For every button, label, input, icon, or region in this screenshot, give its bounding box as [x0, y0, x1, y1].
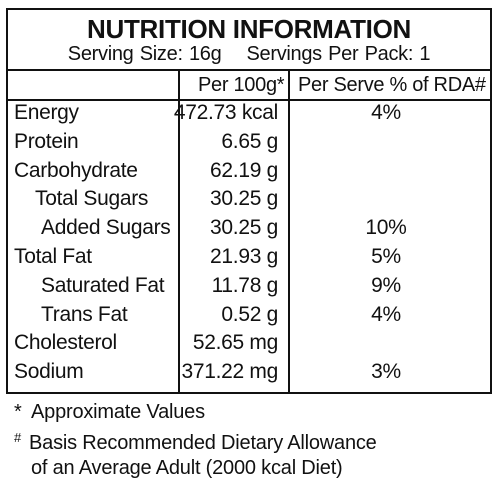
nutrient-value: 52.65 mg — [192, 331, 278, 355]
footnote-basis: # Basis Recommended Dietary Allowance — [14, 425, 377, 456]
nutrient-name: Protein — [14, 129, 79, 153]
nutrient-name: Sodium — [14, 360, 84, 384]
nutrient-value: 62.19 g — [210, 158, 278, 182]
nutrient-name: Total Sugars — [35, 187, 149, 211]
nutrient-rda: 9% — [371, 273, 401, 297]
table-row: Sodium 371.22 mg 3% — [8, 358, 490, 387]
nutrient-value: 6.65 g — [221, 129, 278, 153]
nutrient-value: 472.73 kcal — [173, 101, 278, 124]
nutrient-name: Total Fat — [14, 244, 92, 268]
footnote-approximate: * Approximate Values — [14, 400, 377, 425]
nutrient-name: Energy — [14, 101, 79, 124]
footnotes: * Approximate Values # Basis Recommended D… — [14, 400, 377, 481]
nutrient-rda: 4% — [371, 101, 401, 124]
nutrient-value: 30.25 g — [210, 216, 278, 240]
nutrient-value: 21.93 g — [210, 244, 278, 268]
nutrient-table: Energy 472.73 kcal 4% Protein 6.65 g Car… — [8, 99, 490, 387]
column-divider-2 — [288, 69, 290, 394]
table-row: Cholesterol 52.65 mg — [8, 329, 490, 358]
table-row: Saturated Fat 11.78 g 9% — [8, 272, 490, 301]
title-divider — [8, 69, 490, 71]
panel-title: NUTRITION INFORMATION — [87, 14, 411, 44]
hash-mark: # — [14, 430, 22, 445]
nutrient-name: Cholesterol — [14, 331, 117, 355]
header-divider — [8, 99, 490, 101]
footnote-basis-text-2: of an Average Adult (2000 kcal Diet) — [31, 457, 343, 479]
nutrient-name: Saturated Fat — [41, 273, 165, 297]
nutrient-rda: 5% — [371, 244, 401, 268]
nutrient-value: 0.52 g — [221, 302, 278, 326]
footnote-basis-continued: of an Average Adult (2000 kcal Diet) — [14, 456, 377, 481]
table-row: Trans Fat 0.52 g 4% — [8, 301, 490, 330]
nutrient-rda: 10% — [365, 216, 407, 240]
nutrition-panel: NUTRITION INFORMATION Serving Size: 16g … — [6, 8, 492, 394]
nutrient-name: Added Sugars — [41, 216, 171, 240]
nutrient-value: 371.22 mg — [181, 360, 278, 384]
table-row: Total Fat 21.93 g 5% — [8, 243, 490, 272]
column-header-per-serve: Per Serve % of RDA# — [298, 74, 486, 96]
table-row: Protein 6.65 g — [8, 128, 490, 157]
serving-info: Serving Size: 16g Servings Per Pack: 1 — [67, 43, 431, 65]
column-header-per-100g: Per 100g* — [198, 74, 285, 96]
nutrient-name: Carbohydrate — [14, 158, 138, 182]
nutrient-name: Trans Fat — [41, 302, 128, 326]
table-row: Carbohydrate 62.19 g — [8, 157, 490, 186]
footnote-approximate-text: Approximate Values — [31, 401, 205, 423]
nutrient-value: 11.78 g — [211, 273, 279, 297]
asterisk-mark: * — [14, 401, 22, 423]
nutrient-value: 30.25 g — [210, 187, 278, 211]
table-row: Energy 472.73 kcal 4% — [8, 99, 490, 128]
footnote-basis-text: Basis Recommended Dietary Allowance — [29, 432, 377, 454]
table-row: Added Sugars 30.25 g 10% — [8, 214, 490, 243]
column-divider-1 — [178, 69, 180, 394]
nutrient-rda: 4% — [371, 302, 401, 326]
table-row: Total Sugars 30.25 g — [8, 185, 490, 214]
nutrient-rda: 3% — [371, 360, 401, 384]
